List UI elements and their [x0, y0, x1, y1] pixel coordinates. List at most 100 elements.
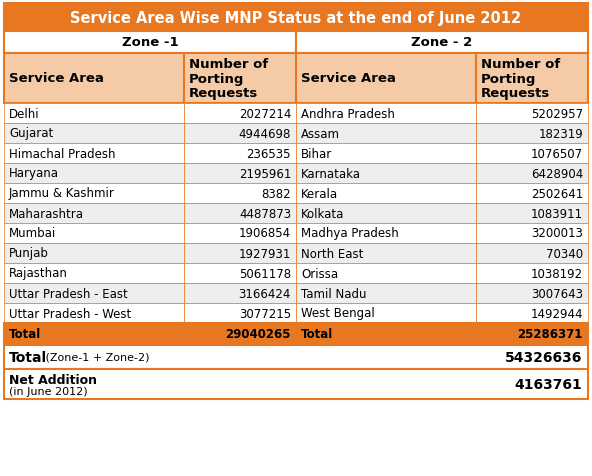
Text: 25286371: 25286371: [517, 328, 583, 341]
Bar: [475, 144, 588, 164]
Bar: [4, 124, 184, 144]
Text: 1076507: 1076507: [531, 147, 583, 160]
Text: 1038192: 1038192: [531, 267, 583, 280]
Text: Haryana: Haryana: [9, 167, 59, 180]
Text: Punjab: Punjab: [9, 247, 49, 260]
Bar: [296, 124, 475, 144]
Bar: [4, 345, 588, 369]
Text: 4944698: 4944698: [239, 127, 291, 140]
Text: Assam: Assam: [301, 127, 340, 140]
Text: 54326636: 54326636: [504, 350, 582, 364]
Text: Number of
Porting
Requests: Number of Porting Requests: [189, 58, 268, 100]
Bar: [296, 283, 475, 303]
Text: Karnataka: Karnataka: [301, 167, 361, 180]
Bar: [184, 283, 296, 303]
Text: 5061178: 5061178: [239, 267, 291, 280]
Bar: [4, 54, 184, 104]
Bar: [4, 32, 296, 54]
Text: 236535: 236535: [246, 147, 291, 160]
Text: 1492944: 1492944: [530, 307, 583, 320]
Text: 8382: 8382: [262, 187, 291, 200]
Text: Madhya Pradesh: Madhya Pradesh: [301, 227, 399, 240]
Bar: [4, 283, 184, 303]
Bar: [184, 224, 296, 244]
Bar: [296, 303, 475, 323]
Bar: [475, 204, 588, 224]
Bar: [184, 184, 296, 204]
Bar: [296, 54, 475, 104]
Text: Mumbai: Mumbai: [9, 227, 56, 240]
Text: Kerala: Kerala: [301, 187, 338, 200]
Text: West Bengal: West Bengal: [301, 307, 375, 320]
Bar: [296, 184, 475, 204]
Bar: [4, 184, 184, 204]
Text: Maharashtra: Maharashtra: [9, 207, 84, 220]
Text: 1083911: 1083911: [531, 207, 583, 220]
Bar: [475, 283, 588, 303]
Text: 3077215: 3077215: [239, 307, 291, 320]
Bar: [475, 54, 588, 104]
Text: 1906854: 1906854: [239, 227, 291, 240]
Bar: [184, 303, 296, 323]
Bar: [184, 54, 296, 104]
Text: Kolkata: Kolkata: [301, 207, 345, 220]
Bar: [184, 323, 296, 345]
Text: 182319: 182319: [538, 127, 583, 140]
Text: 1927931: 1927931: [239, 247, 291, 260]
Text: 4163761: 4163761: [514, 377, 582, 391]
Text: Total: Total: [9, 350, 47, 364]
Bar: [4, 303, 184, 323]
Bar: [184, 244, 296, 263]
Bar: [475, 224, 588, 244]
Bar: [4, 204, 184, 224]
Text: Number of
Porting
Requests: Number of Porting Requests: [481, 58, 560, 100]
Text: North East: North East: [301, 247, 363, 260]
Text: 3200013: 3200013: [531, 227, 583, 240]
Text: Gujarat: Gujarat: [9, 127, 53, 140]
Bar: [4, 104, 184, 124]
Bar: [296, 244, 475, 263]
Text: (in June 2012): (in June 2012): [9, 386, 88, 396]
Bar: [4, 164, 184, 184]
Text: Himachal Pradesh: Himachal Pradesh: [9, 147, 115, 160]
Bar: [475, 244, 588, 263]
Text: 2502641: 2502641: [531, 187, 583, 200]
Bar: [475, 164, 588, 184]
Text: Zone - 2: Zone - 2: [411, 37, 472, 50]
Text: Delhi: Delhi: [9, 107, 40, 120]
Text: 29040265: 29040265: [226, 328, 291, 341]
Bar: [475, 323, 588, 345]
Bar: [296, 224, 475, 244]
Bar: [184, 164, 296, 184]
Text: Service Area: Service Area: [9, 72, 104, 85]
Text: Uttar Pradesh - West: Uttar Pradesh - West: [9, 307, 131, 320]
Bar: [4, 369, 588, 399]
Bar: [296, 144, 475, 164]
Text: Bihar: Bihar: [301, 147, 332, 160]
Bar: [184, 204, 296, 224]
Bar: [475, 263, 588, 283]
Bar: [475, 124, 588, 144]
Bar: [4, 263, 184, 283]
Bar: [296, 32, 588, 54]
Text: 3007643: 3007643: [531, 287, 583, 300]
Text: Jammu & Kashmir: Jammu & Kashmir: [9, 187, 115, 200]
Bar: [4, 144, 184, 164]
Text: Service Area: Service Area: [301, 72, 396, 85]
Bar: [4, 224, 184, 244]
Bar: [184, 104, 296, 124]
Text: Service Area Wise MNP Status at the end of June 2012: Service Area Wise MNP Status at the end …: [70, 10, 522, 25]
Bar: [184, 263, 296, 283]
Text: 3166424: 3166424: [239, 287, 291, 300]
Text: 2027214: 2027214: [239, 107, 291, 120]
Bar: [296, 263, 475, 283]
Bar: [475, 303, 588, 323]
Text: Orissa: Orissa: [301, 267, 338, 280]
Text: (Zone-1 + Zone-2): (Zone-1 + Zone-2): [42, 352, 150, 362]
Text: Andhra Pradesh: Andhra Pradesh: [301, 107, 395, 120]
Text: Total: Total: [9, 328, 41, 341]
Text: Tamil Nadu: Tamil Nadu: [301, 287, 366, 300]
Bar: [296, 164, 475, 184]
Text: 2195961: 2195961: [239, 167, 291, 180]
Text: 6428904: 6428904: [531, 167, 583, 180]
